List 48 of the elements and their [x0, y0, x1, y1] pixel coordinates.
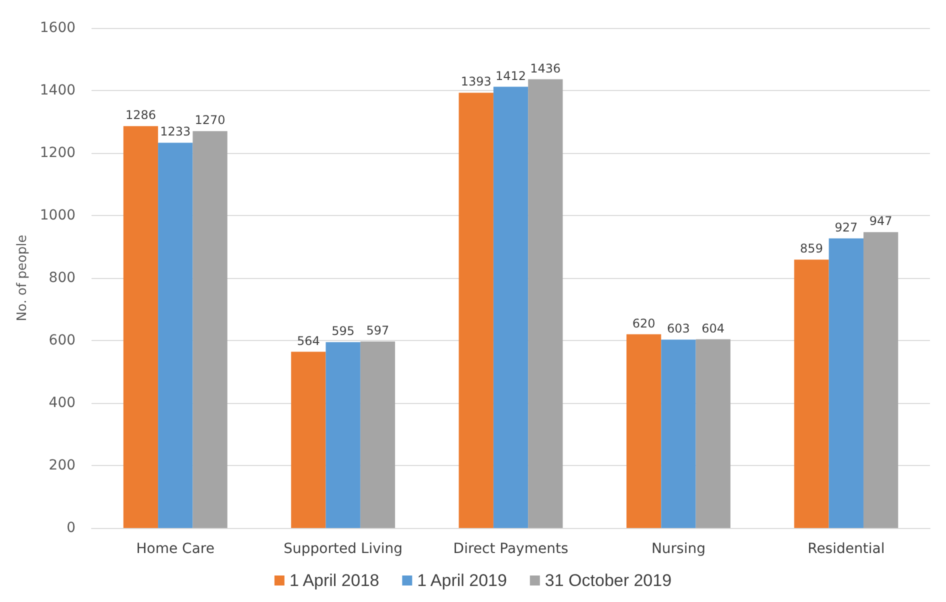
y-tick-label: 0: [66, 520, 76, 536]
bar: [626, 334, 662, 528]
bar: [326, 342, 360, 528]
y-tick-label: 600: [48, 332, 76, 348]
x-tick-label: Home Care: [136, 541, 214, 557]
y-tick-label: 200: [48, 458, 76, 474]
data-label: 947: [869, 214, 892, 228]
bar: [528, 79, 563, 528]
bar: [696, 339, 730, 528]
data-label: 603: [667, 322, 690, 336]
bar: [360, 341, 396, 528]
legend-label: 1 April 2019: [417, 571, 507, 590]
y-tick-label: 1600: [40, 20, 76, 36]
data-label: 1393: [460, 74, 492, 89]
data-label: 1436: [530, 61, 561, 76]
bar: [863, 232, 898, 528]
bar: [828, 238, 864, 528]
bar: [158, 142, 193, 528]
legend-label: 31 October 2019: [544, 571, 672, 590]
y-tick-label: 1000: [40, 208, 76, 224]
data-label: 604: [702, 321, 725, 336]
bar: [493, 86, 528, 528]
y-tick-label: 800: [48, 270, 76, 286]
legend-label: 1 April 2018: [289, 571, 380, 590]
x-tick-label: Nursing: [651, 541, 706, 557]
x-tick-label: Direct Payments: [453, 541, 568, 557]
data-label: 1233: [160, 124, 191, 139]
data-label: 620: [632, 316, 656, 330]
data-label: 597: [366, 323, 390, 338]
x-tick-label: Supported Living: [284, 541, 403, 557]
bar: [123, 126, 158, 528]
y-axis-title: No. of people: [15, 234, 30, 322]
y-tick-label: 400: [48, 395, 76, 411]
y-tick-label: 1200: [40, 145, 76, 161]
data-label: 1270: [194, 113, 226, 128]
bar: [458, 92, 494, 528]
data-label: 1412: [495, 68, 526, 83]
data-label: 564: [296, 334, 320, 348]
bar: [192, 131, 228, 528]
bar: [661, 340, 696, 528]
y-tick-label: 1400: [40, 82, 76, 98]
data-label: 859: [800, 242, 823, 256]
x-tick-label: Residential: [808, 541, 885, 557]
bar: [291, 352, 326, 528]
data-label: 927: [834, 220, 858, 234]
data-label: 1286: [125, 108, 156, 122]
data-label: 595: [332, 324, 355, 338]
bar: [794, 260, 829, 528]
